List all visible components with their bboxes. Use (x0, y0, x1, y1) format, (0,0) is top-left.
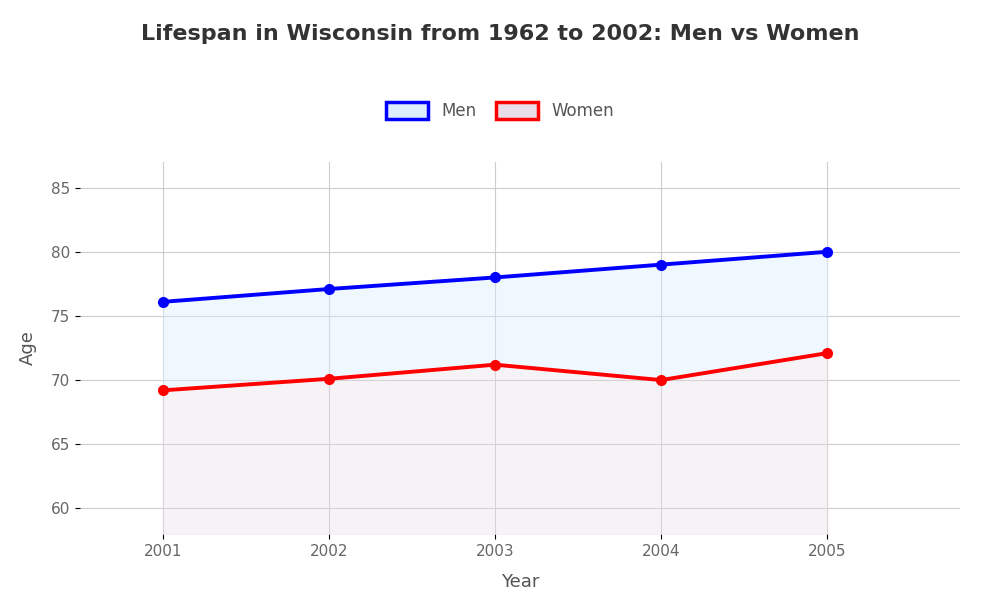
Legend: Men, Women: Men, Women (379, 95, 621, 127)
Text: Lifespan in Wisconsin from 1962 to 2002: Men vs Women: Lifespan in Wisconsin from 1962 to 2002:… (141, 24, 859, 44)
X-axis label: Year: Year (501, 572, 539, 590)
Y-axis label: Age: Age (19, 331, 37, 365)
